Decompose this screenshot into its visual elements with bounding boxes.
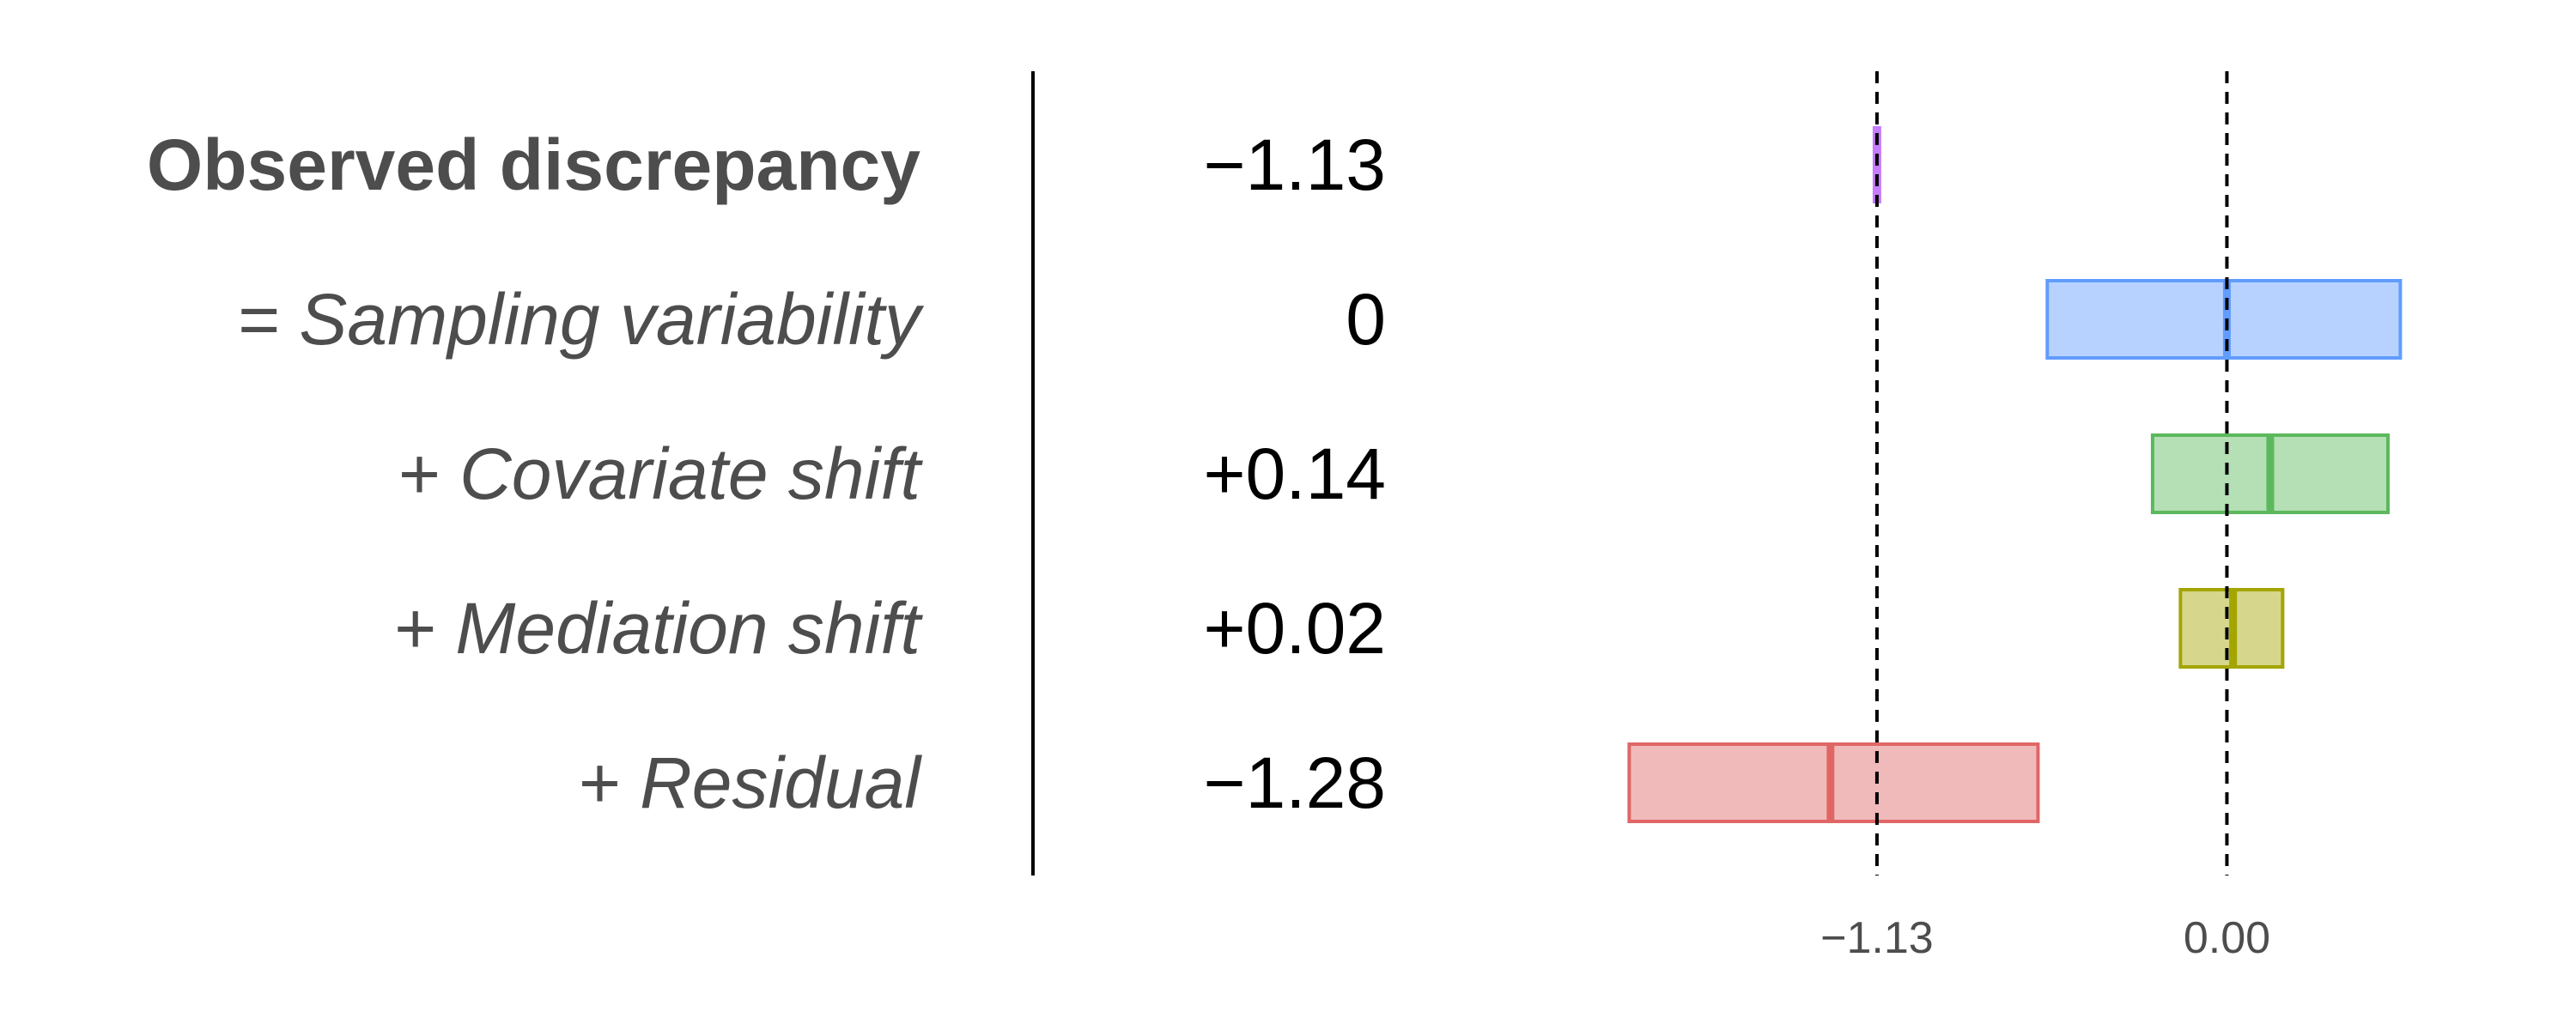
row-label-0: Observed discrepancy: [146, 124, 920, 205]
row-value-4: −1.28: [1203, 742, 1386, 823]
x-tick-label-1: 0.00: [2184, 913, 2270, 963]
row-value-3: +0.02: [1203, 588, 1386, 669]
row-label-2: + Covariate shift: [397, 433, 920, 514]
row-label-3: + Mediation shift: [392, 588, 920, 669]
row-value-2: +0.14: [1203, 433, 1386, 514]
row-value-0: −1.13: [1203, 124, 1386, 205]
row-value-1: 0: [1346, 279, 1386, 360]
row-label-1: = Sampling variability: [236, 279, 920, 360]
row-label-4: + Residual: [577, 742, 920, 823]
x-tick-label-0: −1.13: [1820, 913, 1934, 963]
